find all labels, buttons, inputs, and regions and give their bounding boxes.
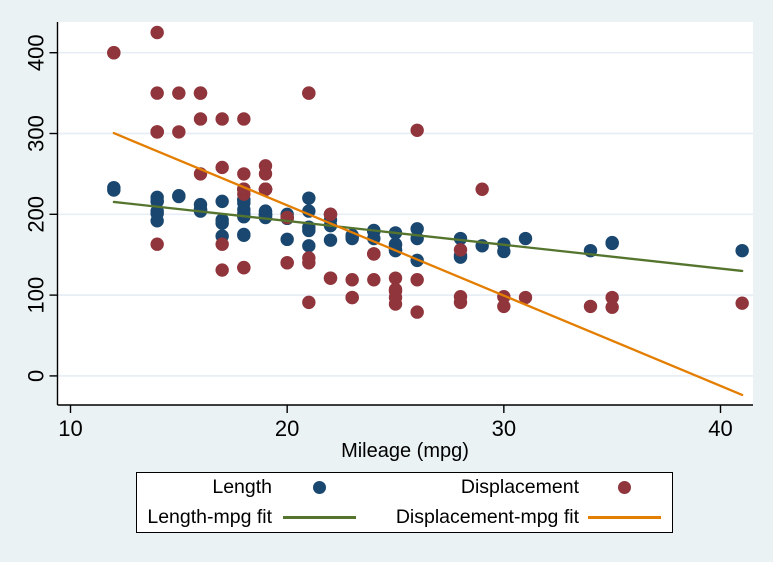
data-point-length bbox=[193, 202, 208, 217]
data-point-displacement bbox=[475, 182, 489, 196]
fit-line-displacement-mpg-fit bbox=[112, 131, 744, 397]
data-point-length bbox=[497, 244, 511, 259]
displacement-marker-icon bbox=[617, 481, 631, 494]
data-point-displacement bbox=[345, 290, 359, 305]
data-point-displacement bbox=[735, 296, 749, 310]
data-point-displacement bbox=[323, 207, 338, 222]
fit-line-length-mpg-fit bbox=[112, 200, 744, 273]
data-point-displacement bbox=[453, 295, 468, 310]
legend-key-length-fit bbox=[272, 516, 367, 519]
data-point-displacement bbox=[150, 237, 164, 251]
data-point-displacement bbox=[150, 86, 164, 100]
data-point-displacement bbox=[605, 290, 619, 305]
data-point-displacement bbox=[215, 160, 229, 175]
data-point-displacement bbox=[388, 271, 403, 285]
data-point-displacement bbox=[302, 295, 316, 310]
data-point-displacement bbox=[215, 263, 229, 277]
data-point-displacement bbox=[388, 290, 403, 305]
data-point-length bbox=[302, 204, 316, 218]
data-point-length bbox=[302, 191, 316, 205]
legend: Length Displacement Length-mpg fit Displ… bbox=[136, 472, 673, 533]
data-point-length bbox=[107, 183, 121, 197]
data-point-length bbox=[323, 233, 338, 247]
data-point-length bbox=[605, 236, 619, 251]
y-tick-label: 400 bbox=[23, 34, 48, 71]
data-point-length bbox=[150, 214, 164, 228]
data-point-displacement bbox=[367, 273, 381, 287]
data-point-displacement bbox=[410, 273, 424, 287]
data-point-displacement bbox=[258, 182, 273, 196]
legend-label-length: Length bbox=[212, 476, 272, 498]
data-point-displacement bbox=[237, 260, 251, 275]
data-point-length bbox=[237, 227, 251, 242]
x-tick-label: 30 bbox=[492, 416, 516, 441]
length-marker-icon bbox=[313, 481, 326, 494]
y-tick-label: 100 bbox=[24, 277, 49, 314]
y-tick-label: 300 bbox=[24, 115, 49, 152]
y-tick-label: 0 bbox=[24, 370, 49, 382]
x-tick-label: 20 bbox=[275, 416, 299, 441]
data-point-length bbox=[258, 205, 273, 219]
data-point-displacement bbox=[410, 123, 424, 137]
data-point-length bbox=[518, 231, 533, 246]
data-point-length bbox=[280, 232, 294, 247]
data-point-displacement bbox=[497, 299, 511, 314]
data-point-displacement bbox=[302, 86, 316, 100]
legend-label-displacement-fit: Displacement-mpg fit bbox=[395, 506, 579, 528]
data-point-displacement bbox=[150, 25, 164, 40]
data-point-length bbox=[172, 189, 186, 203]
displacement-fit-line-icon bbox=[587, 516, 661, 519]
length-fit-line-icon bbox=[283, 516, 356, 519]
data-point-displacement bbox=[453, 243, 468, 257]
data-point-displacement bbox=[215, 237, 229, 251]
data-point-displacement bbox=[410, 305, 424, 319]
data-point-displacement bbox=[258, 159, 273, 173]
data-point-displacement bbox=[107, 46, 121, 60]
data-point-displacement bbox=[583, 299, 598, 314]
data-point-displacement bbox=[193, 112, 208, 126]
data-point-displacement bbox=[367, 247, 381, 261]
data-point-displacement bbox=[172, 125, 186, 139]
data-point-displacement bbox=[302, 251, 316, 265]
data-point-displacement bbox=[237, 112, 251, 126]
x-axis-title: Mileage (mpg) bbox=[341, 440, 469, 462]
data-point-displacement bbox=[605, 300, 619, 314]
data-point-displacement bbox=[518, 290, 533, 305]
x-tick-label: 10 bbox=[58, 416, 82, 441]
legend-key-length bbox=[272, 481, 367, 494]
legend-key-displacement-fit bbox=[579, 516, 669, 519]
data-point-length bbox=[150, 194, 164, 209]
legend-label-length-fit: Length-mpg fit bbox=[147, 506, 272, 528]
data-point-length bbox=[215, 194, 229, 209]
y-tick-label: 200 bbox=[24, 196, 49, 233]
data-point-displacement bbox=[150, 125, 164, 139]
x-tick-label: 40 bbox=[708, 416, 732, 441]
data-point-displacement bbox=[323, 271, 338, 285]
data-point-length bbox=[302, 239, 316, 253]
data-point-displacement bbox=[172, 86, 186, 100]
data-point-displacement bbox=[345, 273, 359, 287]
legend-key-displacement bbox=[579, 481, 669, 494]
data-point-length bbox=[453, 231, 468, 246]
data-point-displacement bbox=[237, 167, 251, 181]
data-point-length bbox=[215, 213, 229, 227]
data-point-displacement bbox=[215, 112, 229, 126]
data-point-displacement bbox=[280, 256, 294, 270]
legend-label-displacement: Displacement bbox=[460, 476, 579, 498]
data-point-length bbox=[410, 222, 424, 236]
data-point-length bbox=[735, 243, 749, 258]
data-point-displacement bbox=[193, 86, 208, 100]
